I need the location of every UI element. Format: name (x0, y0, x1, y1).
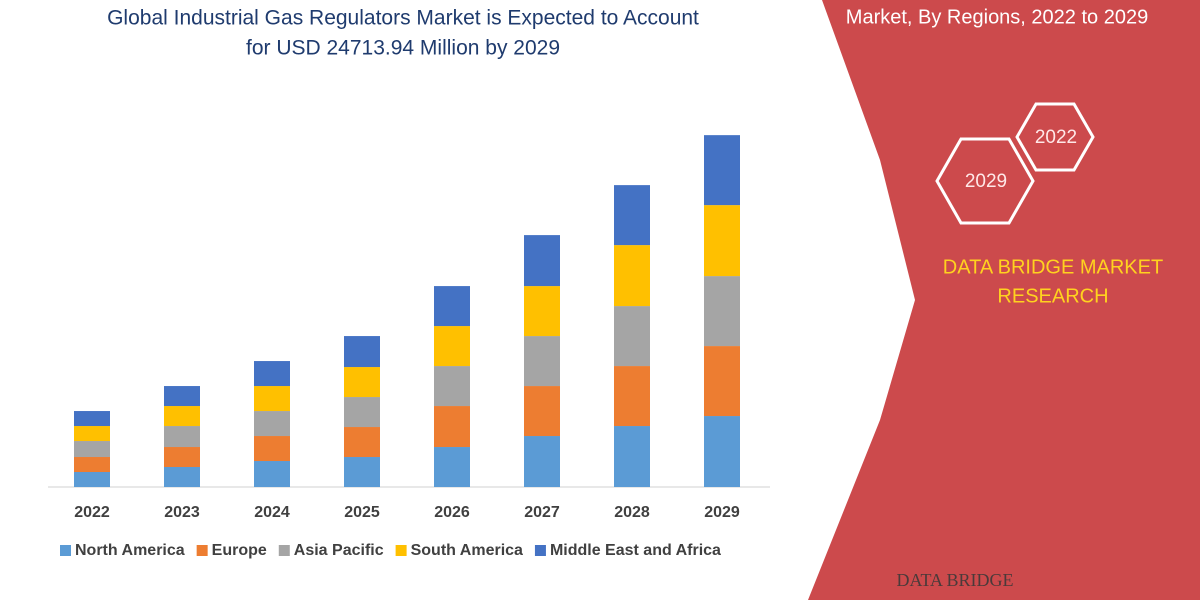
legend-label: Asia Pacific (294, 542, 384, 559)
brand-text: RESEARCH (997, 285, 1108, 307)
logo-text: DATA BRIDGE (896, 570, 1013, 590)
bar-segment (254, 436, 290, 462)
bar-segment (524, 436, 560, 487)
bar-segment (434, 406, 470, 448)
red-panel (808, 0, 1200, 600)
x-tick-label: 2028 (614, 504, 650, 521)
bar-segment (614, 245, 650, 307)
bar-segment (74, 472, 110, 487)
bar-segment (344, 457, 380, 487)
bar-segment (434, 447, 470, 487)
bar-segment (164, 406, 200, 427)
x-tick-label: 2026 (434, 504, 470, 521)
bar-segment (614, 185, 650, 246)
bar-segment (254, 361, 290, 387)
legend-label: Middle East and Africa (550, 542, 721, 559)
bar-segment (344, 427, 380, 458)
bar-segment (524, 336, 560, 387)
bar-segment (74, 411, 110, 427)
bar-segment (254, 411, 290, 437)
legend-swatch (278, 545, 290, 556)
x-tick-label: 2025 (344, 504, 380, 521)
bar-segment (74, 457, 110, 473)
bar-segment (344, 336, 380, 368)
legend-label: North America (75, 542, 185, 559)
bar-segment (164, 447, 200, 468)
legend-swatch (395, 545, 407, 556)
bar-segment (164, 426, 200, 448)
bar-segment (704, 205, 740, 277)
legend-label: South America (411, 542, 523, 559)
bar-segment (704, 416, 740, 487)
bar-segment (614, 426, 650, 487)
bar-segment (614, 306, 650, 367)
hexagon-label: 2029 (965, 171, 1007, 192)
bar-segment (164, 467, 200, 487)
bar-segment (254, 461, 290, 487)
legend-swatch (196, 545, 208, 556)
hexagon (1015, 102, 1095, 172)
bar-segment (704, 135, 740, 206)
bar-segment (524, 386, 560, 437)
bar-segment (704, 276, 740, 347)
panel-heading: Market, By Regions, 2022 to 2029 (846, 6, 1148, 28)
chart-title: Global Industrial Gas Regulators Market … (107, 7, 699, 30)
hexagon (935, 137, 1035, 225)
brand-text: DATA BRIDGE MARKET (943, 256, 1163, 278)
bar-segment (254, 386, 290, 412)
x-tick-label: 2027 (524, 504, 560, 521)
legend-label: Europe (212, 542, 267, 559)
bar-segment (74, 426, 110, 442)
x-tick-label: 2024 (254, 504, 290, 521)
bar-segment (704, 346, 740, 417)
bar-segment (344, 367, 380, 398)
legend-swatch (60, 545, 71, 556)
bar-segment (524, 235, 560, 287)
bar-segment (524, 286, 560, 337)
bar-segment (434, 326, 470, 367)
bar-segment (74, 441, 110, 458)
legend-swatch (534, 545, 546, 556)
hexagon-label: 2022 (1035, 127, 1077, 148)
x-tick-label: 2022 (74, 504, 110, 521)
bar-segment (434, 366, 470, 407)
bar-segment (434, 286, 470, 327)
x-tick-label: 2029 (704, 504, 740, 521)
bar-segment (614, 366, 650, 427)
bar-segment (344, 397, 380, 428)
bar-segment (164, 386, 200, 407)
x-tick-label: 2023 (164, 504, 200, 521)
chart-title: for USD 24713.94 Million by 2029 (246, 37, 560, 60)
